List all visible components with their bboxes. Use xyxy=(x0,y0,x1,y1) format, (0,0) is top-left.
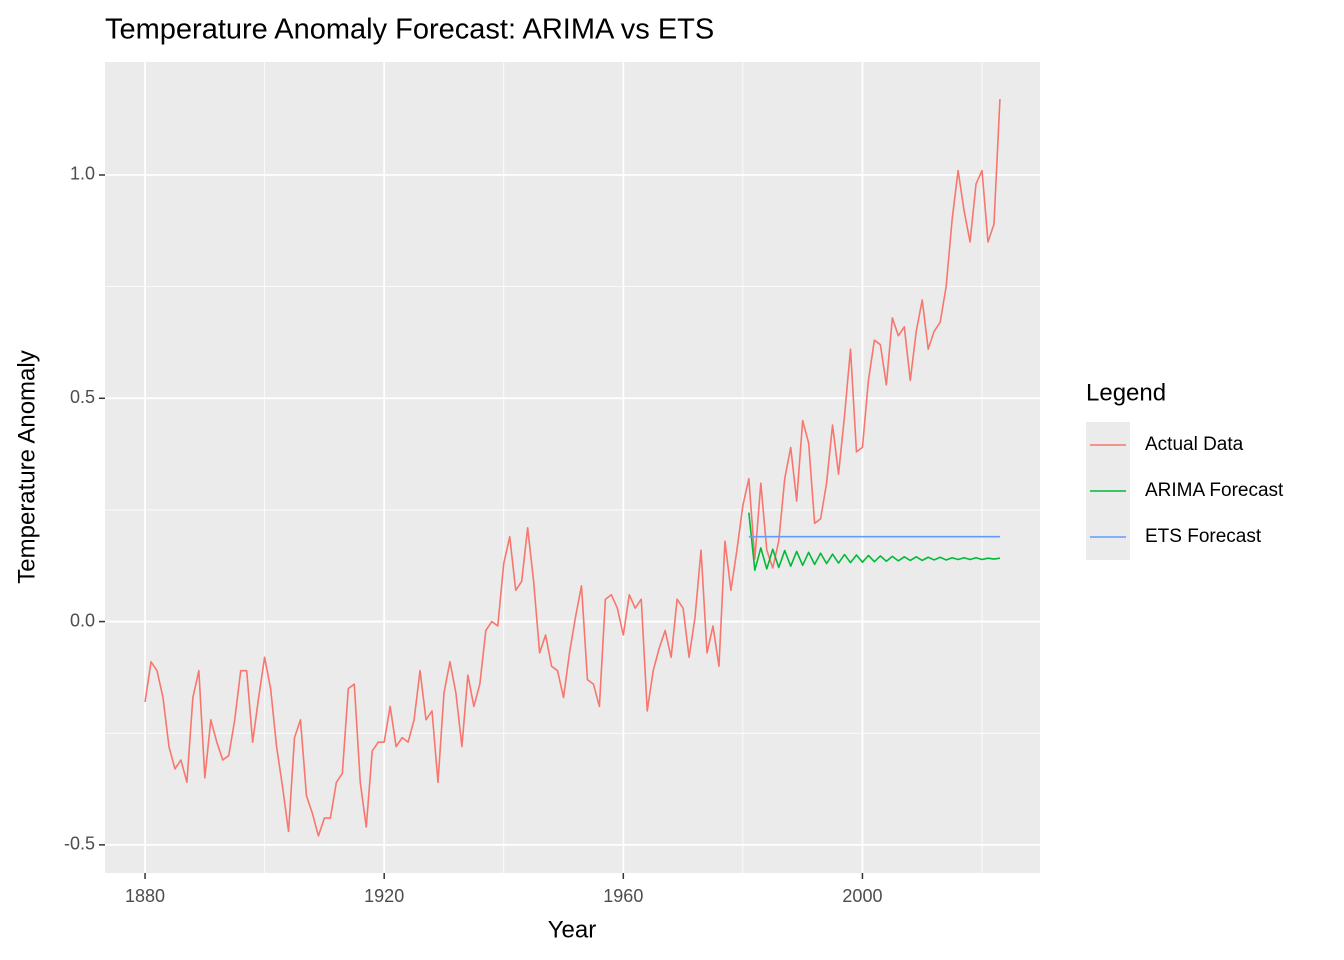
x-tick-label: 2000 xyxy=(842,886,882,906)
panel xyxy=(105,62,1040,873)
y-tick-label: -0.5 xyxy=(64,834,95,854)
y-tick-label: 0.5 xyxy=(70,387,95,407)
legend-title: Legend xyxy=(1086,379,1166,406)
y-tick-label: 1.0 xyxy=(70,164,95,184)
x-tick-label: 1920 xyxy=(364,886,404,906)
y-tick-label: 0.0 xyxy=(70,610,95,630)
series-line xyxy=(748,512,1001,572)
legend-label: ARIMA Forecast xyxy=(1145,480,1284,501)
x-tick-label: 1880 xyxy=(125,886,165,906)
legend-label: Actual Data xyxy=(1145,434,1244,455)
legend-label: ETS Forecast xyxy=(1145,526,1262,547)
series-line xyxy=(144,99,1001,837)
x-tick-label: 1960 xyxy=(603,886,643,906)
y-axis-title: Temperature Anomaly xyxy=(13,350,40,583)
chart-title: Temperature Anomaly Forecast: ARIMA vs E… xyxy=(105,14,714,46)
x-axis-title: Year xyxy=(548,916,597,943)
